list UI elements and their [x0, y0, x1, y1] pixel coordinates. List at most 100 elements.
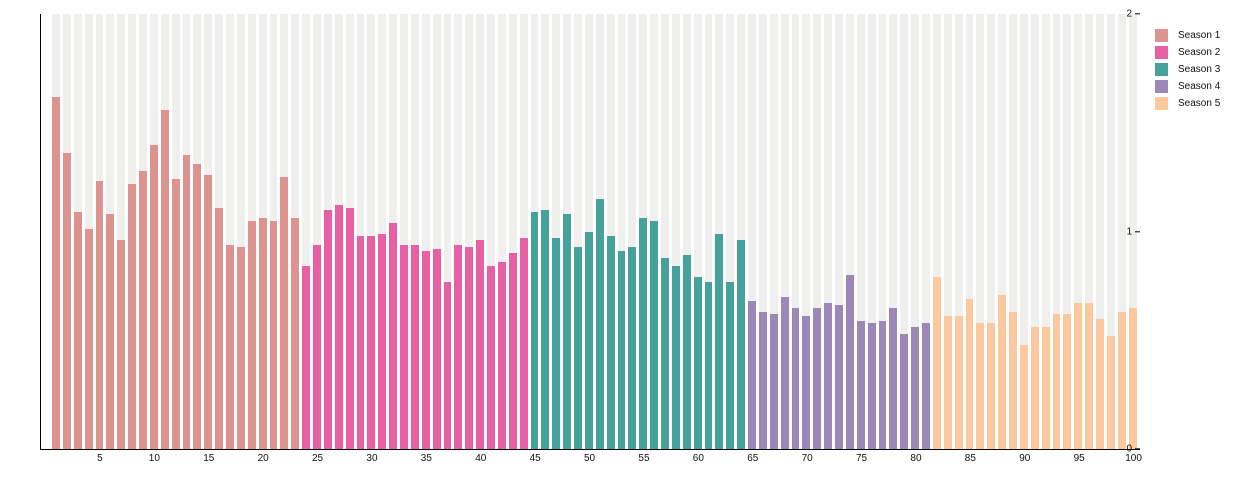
bar-season2-x32[interactable]: [389, 222, 397, 449]
bar-season4-x65[interactable]: [748, 301, 756, 449]
bar-season2-x43[interactable]: [508, 253, 517, 449]
legend-item-season-2[interactable]: Season 2: [1155, 46, 1220, 59]
bar-season2-x33[interactable]: [400, 244, 408, 449]
bar-season3-x60[interactable]: [693, 277, 702, 449]
bar-season5-x82[interactable]: [932, 277, 941, 449]
bar-season2-x30[interactable]: [367, 235, 376, 449]
legend-item-season-1[interactable]: Season 1: [1155, 29, 1220, 42]
bar-season5-x93[interactable]: [1052, 314, 1061, 449]
bar-season2-x38[interactable]: [454, 244, 463, 449]
bar-season2-x28[interactable]: [345, 207, 354, 449]
bar-season1-x16[interactable]: [215, 207, 223, 449]
bar-season2-x36[interactable]: [432, 248, 441, 449]
bar-season2-x39[interactable]: [465, 246, 474, 449]
bar-season1-x21[interactable]: [269, 220, 278, 449]
bar-season1-x13[interactable]: [182, 155, 191, 449]
bar-season2-x40[interactable]: [476, 240, 484, 449]
bar-season3-x49[interactable]: [574, 246, 582, 449]
bar-season5-x87[interactable]: [987, 322, 996, 449]
bar-season5-x86[interactable]: [976, 322, 985, 449]
bar-season3-x57[interactable]: [661, 257, 669, 449]
bar-season4-x66[interactable]: [758, 311, 767, 449]
bar-season1-x5[interactable]: [95, 181, 104, 449]
bar-season2-x29[interactable]: [356, 235, 365, 449]
bar-season4-x76[interactable]: [867, 322, 876, 449]
bar-season1-x23[interactable]: [291, 218, 300, 449]
bar-season3-x52[interactable]: [606, 235, 615, 449]
bar-season5-x94[interactable]: [1063, 314, 1072, 449]
bar-season5-x95[interactable]: [1074, 303, 1083, 449]
bar-season1-x22[interactable]: [280, 177, 289, 449]
bar-season3-x53[interactable]: [617, 251, 626, 449]
bar-season5-x99[interactable]: [1117, 311, 1126, 449]
bar-season5-x97[interactable]: [1096, 318, 1104, 449]
bar-season5-x84[interactable]: [954, 316, 963, 449]
bar-season4-x75[interactable]: [856, 320, 865, 449]
legend-item-season-3[interactable]: Season 3: [1155, 63, 1220, 76]
bar-season3-x59[interactable]: [682, 255, 691, 449]
bar-season4-x80[interactable]: [911, 327, 919, 449]
bar-season3-x61[interactable]: [704, 281, 713, 449]
bar-season4-x73[interactable]: [835, 305, 843, 449]
legend-item-season-4[interactable]: Season 4: [1155, 80, 1220, 93]
bar-season2-x31[interactable]: [378, 233, 387, 449]
bar-season1-x8[interactable]: [128, 183, 136, 449]
bar-season2-x35[interactable]: [421, 251, 430, 449]
bar-season1-x3[interactable]: [73, 211, 82, 449]
bar-season3-x45[interactable]: [530, 211, 539, 449]
bar-season4-x70[interactable]: [802, 316, 811, 449]
bar-season3-x50[interactable]: [584, 231, 593, 449]
bar-season4-x67[interactable]: [769, 314, 778, 449]
bar-season4-x71[interactable]: [813, 307, 822, 449]
bar-season1-x7[interactable]: [117, 240, 126, 449]
bar-season3-x58[interactable]: [671, 266, 680, 449]
bar-season1-x12[interactable]: [171, 179, 180, 449]
bar-season2-x26[interactable]: [323, 209, 332, 449]
bar-season3-x62[interactable]: [715, 233, 724, 449]
bar-season1-x2[interactable]: [62, 153, 71, 449]
legend-item-season-5[interactable]: Season 5: [1155, 97, 1220, 110]
bar-season2-x41[interactable]: [487, 266, 495, 449]
bar-season3-x48[interactable]: [563, 214, 571, 449]
bar-season5-x89[interactable]: [1009, 311, 1017, 449]
bar-season2-x44[interactable]: [519, 238, 528, 449]
bar-season3-x47[interactable]: [552, 238, 561, 449]
bar-season4-x68[interactable]: [780, 296, 789, 449]
bar-season4-x72[interactable]: [824, 303, 832, 449]
bar-season3-x55[interactable]: [639, 218, 648, 449]
bar-season1-x1[interactable]: [52, 96, 60, 449]
bar-season1-x10[interactable]: [149, 144, 158, 449]
bar-season4-x77[interactable]: [878, 320, 887, 449]
bar-season4-x79[interactable]: [900, 333, 909, 449]
bar-season5-x91[interactable]: [1030, 327, 1039, 449]
bar-season3-x64[interactable]: [737, 240, 745, 449]
bar-season3-x63[interactable]: [726, 281, 735, 449]
bar-season2-x24[interactable]: [302, 266, 310, 449]
bar-season4-x81[interactable]: [922, 322, 930, 449]
bar-season1-x17[interactable]: [226, 244, 234, 449]
bar-season5-x92[interactable]: [1041, 327, 1050, 449]
bar-season3-x46[interactable]: [541, 209, 550, 449]
bar-season2-x34[interactable]: [410, 244, 419, 449]
bar-season5-x98[interactable]: [1106, 335, 1115, 449]
bar-season3-x51[interactable]: [595, 198, 604, 449]
bar-season5-x85[interactable]: [965, 298, 974, 449]
bar-season1-x19[interactable]: [247, 220, 256, 449]
bar-season1-x11[interactable]: [160, 109, 169, 449]
bar-season5-x88[interactable]: [998, 294, 1006, 449]
bar-season2-x27[interactable]: [334, 205, 343, 449]
bar-season1-x15[interactable]: [204, 174, 213, 449]
bar-season1-x9[interactable]: [139, 170, 147, 449]
bar-season1-x18[interactable]: [236, 246, 245, 449]
bar-season2-x25[interactable]: [313, 244, 321, 449]
bar-season4-x69[interactable]: [791, 307, 800, 449]
bar-season2-x42[interactable]: [497, 261, 506, 449]
bar-season4-x74[interactable]: [845, 275, 854, 449]
bar-season4-x78[interactable]: [889, 307, 898, 449]
bar-season5-x83[interactable]: [943, 316, 952, 449]
bar-season5-x100[interactable]: [1128, 307, 1137, 449]
bar-season1-x6[interactable]: [106, 214, 115, 449]
bar-season3-x56[interactable]: [650, 220, 658, 449]
bar-season1-x14[interactable]: [193, 164, 202, 449]
bar-season5-x96[interactable]: [1085, 303, 1093, 449]
